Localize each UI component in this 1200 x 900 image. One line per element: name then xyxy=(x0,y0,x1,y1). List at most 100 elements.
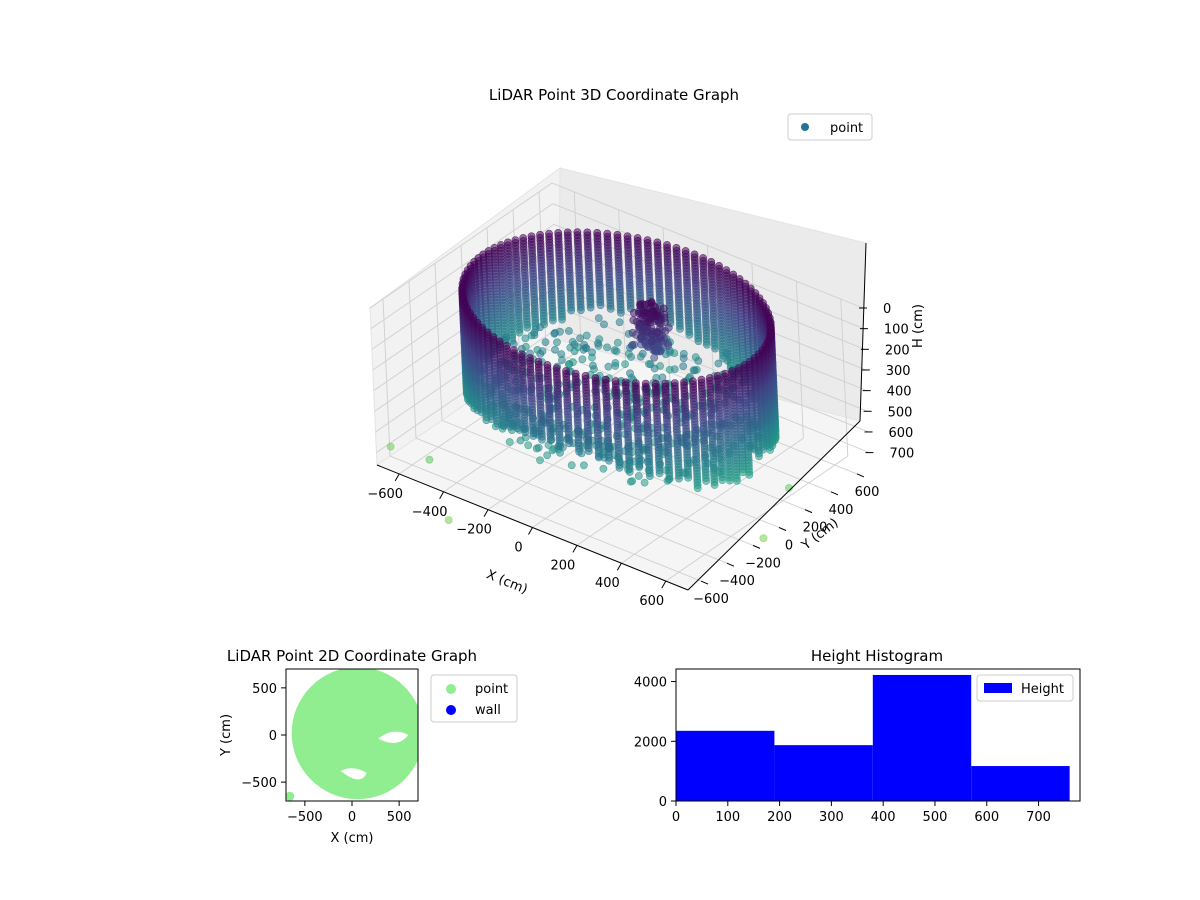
chart-3d-point xyxy=(551,328,559,337)
chart-2d-point xyxy=(286,791,295,801)
chart-3d-point xyxy=(650,364,659,373)
histogram-legend-swatch xyxy=(984,683,1012,693)
chart-3d-point xyxy=(599,464,608,473)
chart-3d-point xyxy=(499,421,508,430)
chart-3d-point xyxy=(523,323,532,332)
height-histogram-chart: Height Histogram 0 100 200 300 400 500 600 700 0… xyxy=(634,647,1081,825)
chart-3d-point xyxy=(603,343,611,352)
chart-3d-point xyxy=(575,447,583,456)
chart-3d-point xyxy=(565,327,573,335)
chart-3d-point xyxy=(684,473,693,482)
chart-3d-point xyxy=(702,477,710,485)
chart-3d-y-tick xyxy=(700,580,709,585)
chart-3d-point xyxy=(646,472,654,480)
histogram-legend: Height xyxy=(976,674,1074,702)
chart-3d-point xyxy=(693,484,702,493)
chart-3d-point xyxy=(425,455,434,464)
chart-3d-x-label: X (cm) xyxy=(484,567,529,597)
chart-3d-point xyxy=(649,327,658,336)
chart-3d-point xyxy=(576,334,584,343)
chart-3d-gridline xyxy=(551,182,864,309)
chart-3d-point xyxy=(565,439,574,448)
chart-3d-x-tick xyxy=(572,545,578,553)
chart-3d-point xyxy=(679,354,688,363)
chart-3d-point xyxy=(613,338,622,347)
chart-3d-point xyxy=(615,463,624,472)
histogram-legend-label: Height xyxy=(1021,682,1064,697)
chart-3d-gridline xyxy=(795,281,804,439)
chart-3d-z-tick-label: 600 xyxy=(889,426,914,441)
chart-2d-point xyxy=(404,725,414,735)
chart-3d-point xyxy=(515,328,524,337)
chart-2d-legend-wall-label: wall xyxy=(475,703,501,718)
chart-3d-point xyxy=(665,475,674,483)
histogram-y-tick-label: 2000 xyxy=(634,735,667,750)
histogram-bar xyxy=(971,766,1070,801)
chart-3d-z-tick-label: 200 xyxy=(885,343,910,358)
chart-3d-point xyxy=(664,323,673,332)
chart-2d-title: LiDAR Point 2D Coordinate Graph xyxy=(227,647,477,665)
chart-3d-point xyxy=(722,349,731,358)
chart-3d-point xyxy=(733,476,741,485)
chart-3d-point xyxy=(594,339,602,348)
chart-3d-point xyxy=(578,355,587,364)
chart-3d-x-tick-label: 0 xyxy=(514,541,522,556)
chart-3d-point xyxy=(580,461,588,470)
histogram-x-tick-label: 300 xyxy=(819,810,844,825)
chart-3d-point xyxy=(628,328,637,337)
chart-3d-x-tick-label: 400 xyxy=(595,576,620,591)
chart-3d-y-tick-label: −400 xyxy=(719,574,755,589)
chart-3d-gridline xyxy=(441,419,754,546)
chart-3d-gridline xyxy=(382,299,391,457)
histogram-bar xyxy=(872,674,972,801)
histogram-bar xyxy=(676,730,775,801)
histogram-bar xyxy=(774,745,873,801)
chart-3d-point xyxy=(541,338,550,346)
chart-3d-z-tick-label: 0 xyxy=(883,302,891,317)
chart-3d-point xyxy=(584,447,593,455)
chart-3d-point xyxy=(694,356,703,365)
chart-3d-gridline xyxy=(369,182,553,309)
chart-3d-point xyxy=(617,308,625,317)
chart-3d-point xyxy=(679,362,688,371)
chart-3d-x-tick-label: 600 xyxy=(639,594,664,609)
chart-2d-x-tick-label: 500 xyxy=(387,810,412,825)
chart-3d-point xyxy=(755,452,763,461)
chart-3d-point xyxy=(650,353,659,362)
chart-3d-point xyxy=(588,348,596,357)
chart-3d-point xyxy=(513,424,522,433)
chart-3d-point xyxy=(634,472,643,480)
chart-3d-x-tick-label: −400 xyxy=(412,505,448,520)
chart-3d-point xyxy=(536,456,544,465)
chart-3d-point xyxy=(628,341,637,349)
chart-3d-z-tick-label: 300 xyxy=(886,364,911,379)
chart-3d-x-tick-label: 200 xyxy=(551,558,576,573)
chart-3d-point xyxy=(546,436,555,445)
chart-3d-point xyxy=(655,469,664,478)
chart-3d-gridline xyxy=(370,203,554,330)
histogram-x-tick-label: 100 xyxy=(715,810,740,825)
chart-3d-point xyxy=(647,337,656,346)
chart-3d-point xyxy=(710,481,719,489)
chart-3d-point xyxy=(685,330,694,339)
histogram-x-tick-label: 600 xyxy=(974,810,999,825)
chart-3d-x-tick xyxy=(394,473,400,482)
chart-3d-point xyxy=(703,340,711,349)
chart-3d-x-tick xyxy=(616,562,622,571)
histogram-x-tick-label: 700 xyxy=(1026,810,1051,825)
chart-3d-point xyxy=(629,316,638,325)
chart-3d-point xyxy=(604,362,613,371)
chart-3d-point xyxy=(558,356,566,364)
chart-3d-point xyxy=(649,346,658,355)
chart-3d-point xyxy=(637,333,646,342)
chart-3d-point xyxy=(714,359,723,368)
chart-3d-point xyxy=(635,463,644,471)
chart-3d-point xyxy=(596,301,605,310)
chart-3d-gridline xyxy=(415,437,728,564)
chart-3d-x-tick xyxy=(661,580,667,589)
chart-3d-point xyxy=(739,468,747,477)
chart-2d-y-tick-label: 0 xyxy=(269,729,277,744)
chart-3d-point xyxy=(628,477,637,485)
chart-3d-point xyxy=(670,365,679,374)
chart-3d-gridline xyxy=(408,281,417,439)
